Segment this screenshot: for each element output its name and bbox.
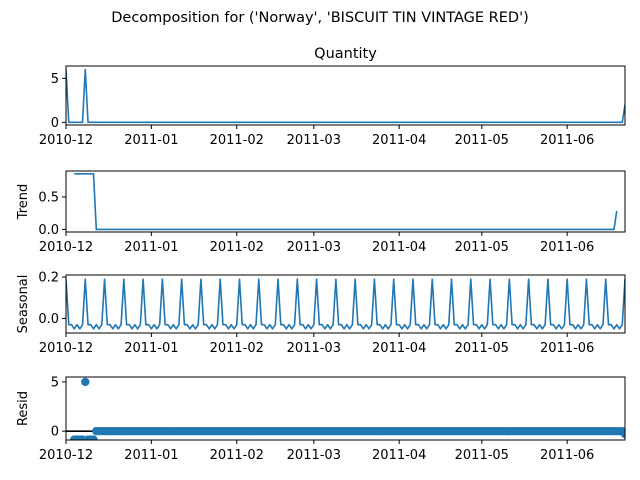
quantity-xtick-label: 2011-05 [455,133,509,148]
quantity-data [66,68,625,124]
resid-ytick-label: 5 [51,375,59,390]
trend-series-line [74,172,618,231]
seasonal-axes-frame [65,274,626,334]
seasonal-ylabel: Seasonal [16,275,31,334]
panel-quantity: 0 5 2010-12 2011-01 2011-02 2011-03 2011-04 201… [39,46,626,148]
quantity-series-line [66,68,625,124]
seasonal-series-line [66,278,625,330]
seasonal-xtick-label: 2011-06 [540,341,594,356]
seasonal-xtick-label: 2011-01 [124,341,178,356]
resid-xtick-label: 2011-02 [210,448,264,463]
seasonal-xtick-label: 2011-05 [455,341,509,356]
seasonal-ytick-label: 0.0 [38,312,59,327]
quantity-ytick-label: 5 [51,72,59,87]
resid-xtick-label: 2011-01 [124,448,178,463]
quantity-axes-frame [65,65,626,126]
quantity-xtick-label: 2011-03 [287,133,341,148]
trend-xtick-label: 2011-06 [540,240,594,255]
panel-seasonal: 0.0 0.2 2010-12 2011-01 2011-02 2011-03 2011-0… [16,271,626,356]
quantity-xtick-label: 2011-04 [372,133,426,148]
seasonal-xtick-label: 2010-12 [39,341,93,356]
seasonal-xtick-label: 2011-02 [210,341,264,356]
resid-xtick-label: 2011-03 [287,448,341,463]
seasonal-xtick-label: 2011-03 [287,341,341,356]
quantity-xtick-label: 2011-02 [210,133,264,148]
trend-xtick-label: 2010-12 [39,240,93,255]
panel-resid: 0 5 2010-12 2011-01 2011-02 2011-03 2011-04 201… [16,375,626,463]
trend-ytick-label: 0.5 [38,190,59,205]
trend-xtick-label: 2011-02 [210,240,264,255]
seasonal-data [66,278,625,330]
trend-axes-frame [65,170,626,233]
resid-xtick-label: 2011-06 [540,448,594,463]
trend-xtick-label: 2011-01 [124,240,178,255]
quantity-xtick-label: 2010-12 [39,133,93,148]
trend-data [74,172,618,231]
panel-trend: 0.0 0.5 2010-12 2011-01 2011-02 2011-03 2011-0… [16,170,626,255]
quantity-title: Quantity [314,46,377,62]
quantity-ytick-label: 0 [51,116,59,131]
panels-group: 0 5 2010-12 2011-01 2011-02 2011-03 2011-04 201… [16,46,626,463]
seasonal-xtick-label: 2011-04 [372,341,426,356]
resid-point [620,429,625,439]
trend-xtick-label: 2011-05 [455,240,509,255]
quantity-xtick-label: 2011-01 [124,133,178,148]
resid-data [66,377,625,440]
resid-xtick-label: 2011-04 [372,448,426,463]
resid-point [89,435,98,440]
resid-point [81,377,90,387]
figure-suptitle: Decomposition for ('Norway', 'BISCUIT TI… [111,10,528,26]
trend-ylabel: Trend [16,184,31,221]
resid-axes-frame [65,376,626,441]
resid-xtick-label: 2010-12 [39,448,93,463]
seasonal-ytick-label: 0.2 [38,271,59,286]
quantity-xtick-label: 2011-06 [540,133,594,148]
resid-xtick-label: 2011-05 [455,448,509,463]
trend-ytick-label: 0.0 [38,223,59,238]
trend-xtick-label: 2011-03 [287,240,341,255]
resid-ytick-label: 0 [51,425,59,440]
trend-xtick-label: 2011-04 [372,240,426,255]
resid-ylabel: Resid [16,391,31,426]
